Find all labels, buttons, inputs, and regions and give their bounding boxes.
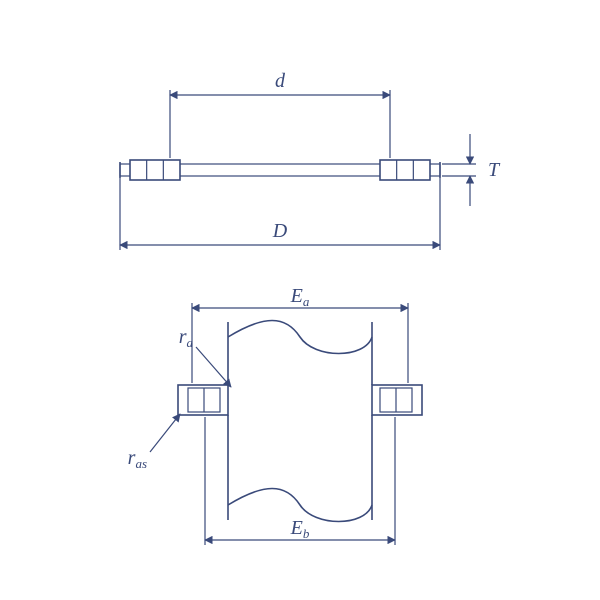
svg-text:Eb: Eb <box>290 517 310 541</box>
svg-text:T: T <box>488 159 501 181</box>
svg-text:ra: ra <box>179 326 194 350</box>
svg-text:d: d <box>275 70 286 92</box>
svg-text:Ea: Ea <box>290 285 310 309</box>
svg-text:D: D <box>272 220 288 242</box>
technical-drawing: d D T Ea Eb ra ras <box>0 0 600 600</box>
svg-text:ras: ras <box>128 447 147 471</box>
